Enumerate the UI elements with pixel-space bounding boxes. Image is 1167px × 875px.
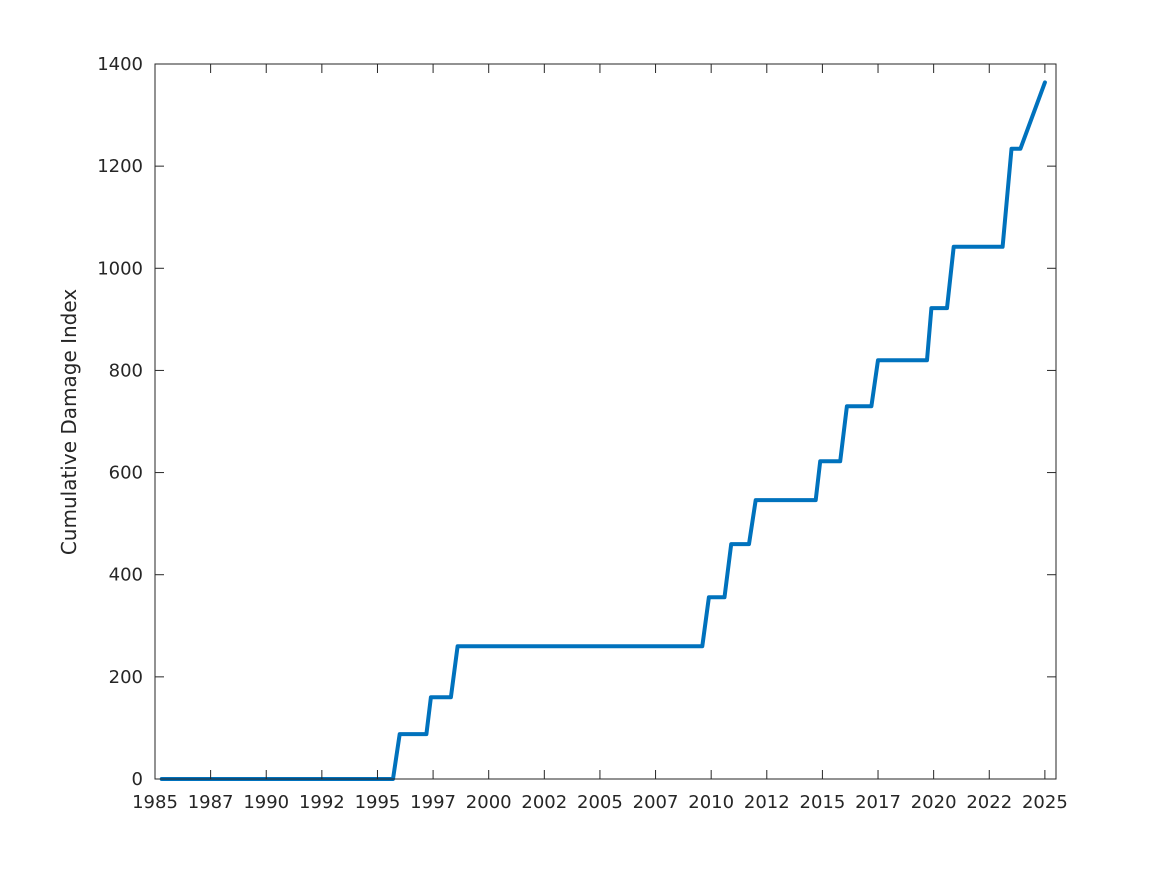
x-tick-label: 1990	[243, 792, 289, 813]
x-tick-label: 1985	[132, 792, 178, 813]
y-tick-label: 600	[109, 463, 143, 484]
y-tick-label: 0	[132, 769, 143, 790]
x-tick-label: 2000	[466, 792, 512, 813]
x-tick-label: 2002	[521, 792, 567, 813]
y-tick-label: 800	[109, 360, 143, 381]
x-tick-label: 2015	[800, 792, 846, 813]
series-line-0	[159, 80, 1047, 781]
x-tick-label: 2010	[688, 792, 734, 813]
x-tick-label: 2017	[855, 792, 901, 813]
x-tick-label: 2025	[1022, 792, 1068, 813]
y-tick-label: 1200	[97, 156, 143, 177]
labels-layer: 1985 1987 1990 1992 1995 1997 2000 2002 2005 2007…	[97, 54, 1068, 813]
y-axis-label: Cumulative Damage Index	[57, 289, 81, 555]
y-tick-label: 400	[109, 565, 143, 586]
x-tick-label: 1987	[188, 792, 234, 813]
series-layer	[159, 80, 1047, 781]
axes-layer	[154, 63, 1057, 780]
y-tick-label: 1000	[97, 258, 143, 279]
x-tick-label: 2020	[911, 792, 957, 813]
y-tick-label: 1400	[97, 54, 143, 75]
x-tick-label: 2005	[577, 792, 623, 813]
x-tick-label: 2022	[966, 792, 1012, 813]
x-tick-label: 2012	[744, 792, 790, 813]
axes-box	[154, 63, 1057, 780]
plot-area	[155, 64, 1056, 779]
x-tick-label: 2007	[633, 792, 679, 813]
plot-background	[155, 64, 1056, 779]
y-tick-label: 200	[109, 667, 143, 688]
x-tick-label: 1992	[299, 792, 345, 813]
x-tick-label: 1997	[410, 792, 456, 813]
x-tick-label: 1995	[355, 792, 401, 813]
